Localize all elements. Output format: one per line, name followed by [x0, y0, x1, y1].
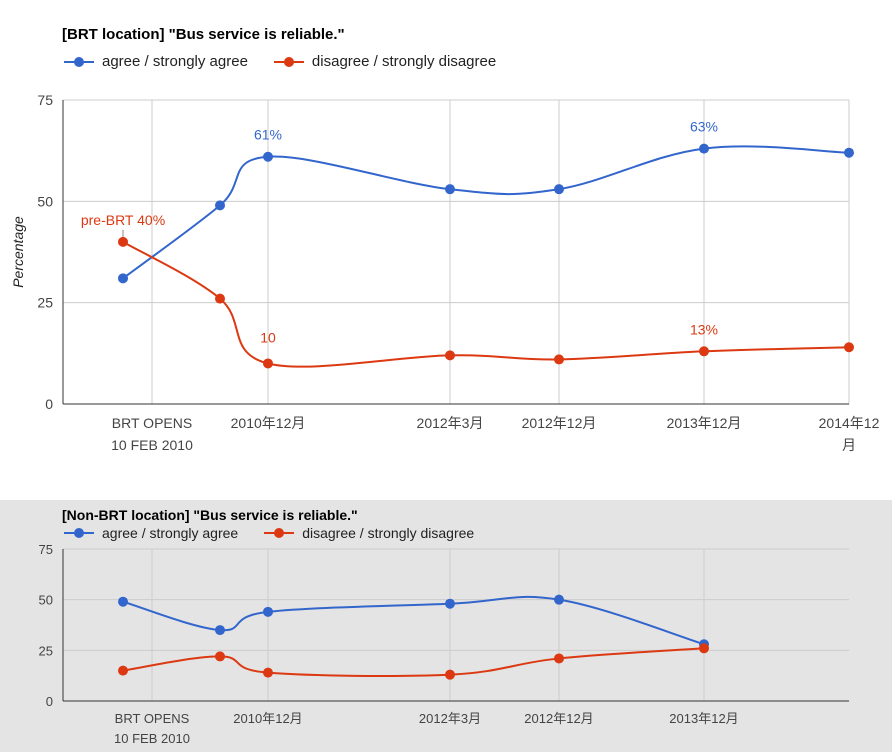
- series-line-agree: [122, 595, 705, 646]
- plot-area: 0 25 50 75 BRT OPENS 10 FEB 2010 2010年12月 2012年…: [10, 92, 880, 453]
- x-tick-label: 2013年12月: [667, 415, 742, 431]
- x-tick-label-line2: 10 FEB 2010: [111, 437, 193, 453]
- legend-item-disagree[interactable]: disagree / strongly disagree: [273, 53, 497, 70]
- legend-label-disagree: disagree / strongly disagree: [302, 525, 475, 541]
- x-tick-label: 2010年12月: [233, 711, 302, 726]
- legend: agree / strongly agree disagree / strong…: [64, 525, 500, 541]
- x-tick-label: BRT OPENS: [112, 415, 192, 431]
- y-tick-label: 25: [39, 643, 53, 658]
- data-point-agree[interactable]: [445, 184, 455, 195]
- data-point-agree[interactable]: [263, 606, 273, 617]
- x-tick-label: 2012年12月: [524, 711, 593, 726]
- data-point-disagree[interactable]: [215, 651, 225, 662]
- y-tick-label: 50: [37, 193, 53, 209]
- chart-title: [BRT location] "Bus service is reliable.…: [62, 26, 345, 43]
- y-tick-label: 25: [37, 295, 53, 311]
- data-point-disagree[interactable]: [554, 653, 564, 664]
- data-point-disagree[interactable]: [554, 354, 564, 365]
- data-point-disagree[interactable]: [699, 643, 709, 654]
- data-point-agree[interactable]: [215, 200, 225, 211]
- data-point-agree[interactable]: [118, 596, 128, 607]
- x-tick-label: 2013年12月: [669, 711, 738, 726]
- data-point-agree[interactable]: [554, 594, 564, 605]
- data-point-agree[interactable]: [445, 598, 455, 609]
- series-line-disagree: [122, 241, 850, 368]
- y-tick-label: 75: [39, 542, 53, 557]
- data-point-agree[interactable]: [118, 273, 128, 284]
- data-label: 63%: [690, 119, 718, 135]
- data-label: 61%: [254, 127, 282, 143]
- data-point-disagree[interactable]: [699, 346, 709, 357]
- data-point-disagree[interactable]: [215, 293, 225, 304]
- y-tick-label: 75: [37, 92, 53, 108]
- x-tick-label: BRT OPENS: [115, 711, 190, 726]
- series-line-disagree: [122, 647, 705, 678]
- legend-label-agree: agree / strongly agree: [102, 525, 239, 541]
- data-point-disagree[interactable]: [118, 665, 128, 676]
- y-tick-label: 0: [46, 694, 53, 709]
- legend-swatch-disagree: [264, 527, 295, 539]
- data-point-disagree[interactable]: [263, 358, 273, 369]
- data-point-agree[interactable]: [215, 625, 225, 636]
- series-line-agree: [122, 145, 850, 280]
- data-label: pre-BRT 40%: [81, 212, 165, 228]
- legend-swatch-agree: [64, 527, 94, 539]
- x-tick-label: 2012年3月: [417, 415, 484, 431]
- legend: agree / strongly agree disagree / strong…: [64, 53, 522, 70]
- data-point-disagree[interactable]: [263, 667, 273, 678]
- data-point-disagree[interactable]: [844, 342, 854, 353]
- chart-title: [Non-BRT location] "Bus service is relia…: [62, 507, 358, 523]
- brt-line-chart: 0 25 50 75 BRT OPENS 10 FEB 2010 2010年12月 2012年…: [10, 92, 880, 453]
- x-tick-label: 2012年12月: [522, 415, 597, 431]
- y-axis-title: Percentage: [10, 216, 26, 288]
- legend-item-agree[interactable]: agree / strongly agree: [64, 53, 248, 70]
- x-tick-label: 2014年12: [819, 415, 880, 431]
- plot-area: 0 25 50 75 BRT OPENS 10 FEB 2010 2010年12月 2012年…: [39, 542, 849, 746]
- x-tick-label: 2012年3月: [419, 711, 481, 726]
- data-point-agree[interactable]: [844, 147, 854, 158]
- legend-item-disagree[interactable]: disagree / strongly disagree: [264, 525, 474, 541]
- data-point-disagree[interactable]: [445, 350, 455, 361]
- legend-label-agree: agree / strongly agree: [102, 53, 248, 70]
- y-tick-label: 0: [45, 396, 53, 412]
- non-brt-line-chart: 0 25 50 75 BRT OPENS 10 FEB 2010 2010年12月 2012年…: [39, 542, 849, 746]
- data-point-agree[interactable]: [699, 143, 709, 154]
- legend-item-agree[interactable]: agree / strongly agree: [64, 525, 238, 541]
- x-tick-label: 2010年12月: [231, 415, 306, 431]
- data-point-agree[interactable]: [263, 151, 273, 162]
- legend-label-disagree: disagree / strongly disagree: [311, 53, 497, 70]
- brt-chart-panel: [BRT location] "Bus service is reliable.…: [10, 26, 880, 453]
- data-point-disagree[interactable]: [445, 669, 455, 680]
- x-tick-label-line2: 月: [842, 437, 856, 453]
- non-brt-chart-panel: [Non-BRT location] "Bus service is relia…: [0, 500, 892, 752]
- data-label: 10: [260, 329, 276, 345]
- legend-swatch-disagree: [273, 56, 304, 68]
- data-point-agree[interactable]: [554, 184, 564, 195]
- data-point-disagree[interactable]: [118, 236, 128, 247]
- data-label: 13%: [690, 321, 718, 337]
- legend-swatch-agree: [64, 56, 94, 68]
- y-tick-label: 50: [39, 593, 53, 608]
- x-tick-label-line2: 10 FEB 2010: [114, 731, 190, 746]
